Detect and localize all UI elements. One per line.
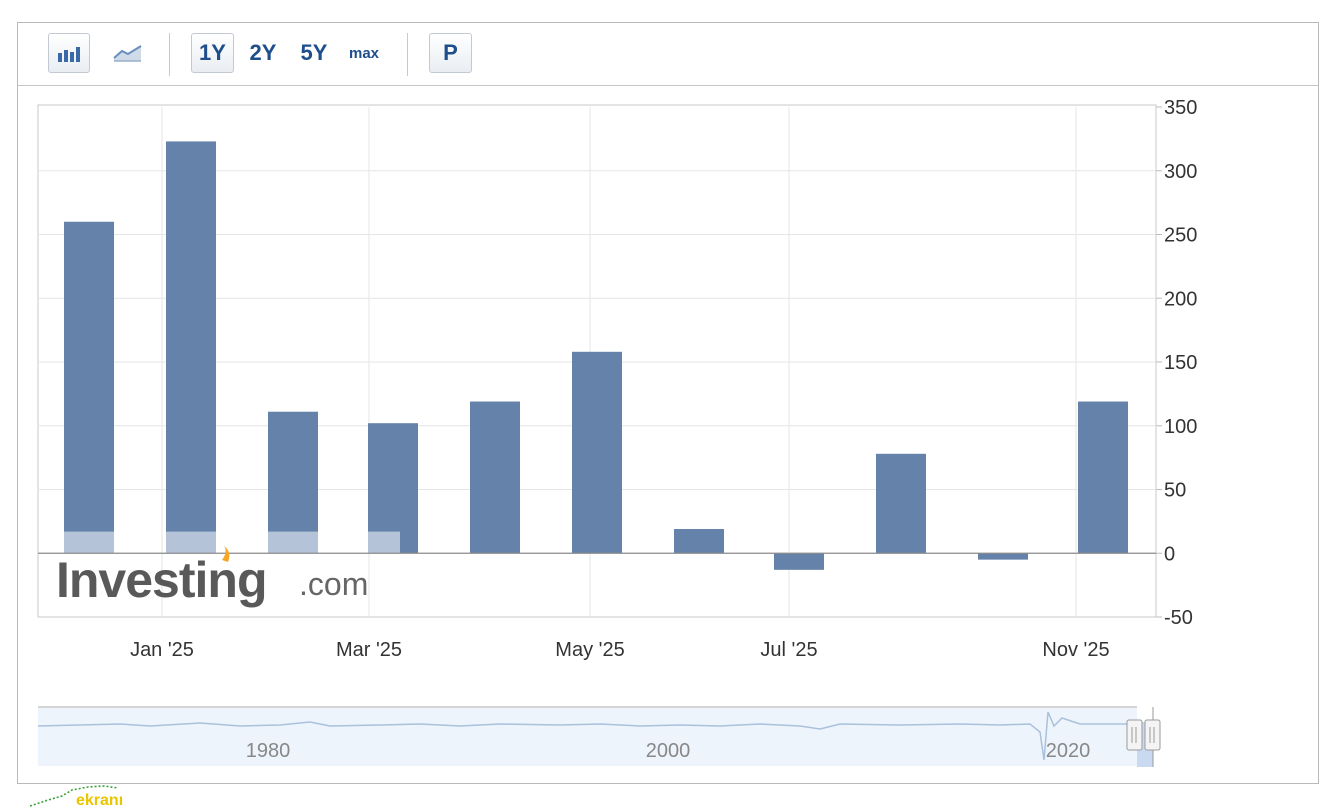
investing-watermark: Investing .com	[56, 546, 368, 608]
y-tick-label: 300	[1164, 161, 1197, 183]
bar[interactable]	[978, 553, 1028, 560]
toolbar-separator	[407, 33, 408, 76]
bar[interactable]	[572, 351, 622, 554]
bar-chart-button[interactable]	[48, 33, 90, 73]
y-tick-label: -50	[1164, 607, 1193, 629]
y-tick-label: 0	[1164, 543, 1175, 565]
bar[interactable]	[268, 411, 318, 554]
bar[interactable]	[64, 221, 114, 554]
forecast-bar[interactable]	[64, 531, 114, 554]
bar[interactable]	[470, 401, 520, 554]
footer-logo-text: ekranı	[76, 792, 123, 809]
footer-logo: ekranı	[29, 785, 123, 809]
footer-logo-icon	[29, 785, 119, 807]
x-axis-ticks: Jan '25 Mar '25 May '25 Jul '25 Nov '25	[130, 639, 1110, 661]
line-chart-button[interactable]	[106, 33, 150, 73]
p-button[interactable]: P	[429, 33, 472, 73]
navigator-right-handle[interactable]	[1144, 719, 1161, 751]
y-tick-label: 350	[1164, 97, 1197, 119]
watermark-flame-icon	[222, 546, 230, 562]
x-tick-label: Mar '25	[336, 639, 402, 661]
bar[interactable]	[774, 553, 824, 570]
navigator-left-handle[interactable]	[1126, 719, 1143, 751]
y-tick-label: 200	[1164, 288, 1197, 310]
y-tick-label: 100	[1164, 416, 1197, 438]
x-tick-label: Jan '25	[130, 639, 194, 661]
range-2y-button[interactable]: 2Y	[249, 40, 277, 65]
chart-toolbar: 1Y 2Y 5Y max P	[18, 23, 1318, 86]
range-5y-button[interactable]: 5Y	[300, 40, 328, 65]
bar[interactable]	[876, 453, 926, 554]
navigator-label-2000: 2000	[646, 740, 691, 762]
bar-chart-icon	[58, 47, 80, 62]
navigator-label-2020: 2020	[1046, 740, 1091, 762]
forecast-bar[interactable]	[368, 531, 400, 554]
forecast-bar[interactable]	[268, 531, 318, 554]
range-1y-button[interactable]: 1Y	[191, 33, 234, 73]
y-tick-label: 250	[1164, 225, 1197, 247]
bar[interactable]	[1078, 401, 1128, 554]
line-chart-icon	[113, 45, 142, 62]
navigator-label-1980: 1980	[246, 740, 291, 762]
watermark-suffix: .com	[299, 566, 368, 602]
bars	[64, 141, 1128, 570]
watermark-brand: Investing	[56, 552, 266, 608]
x-tick-label: Jul '25	[760, 639, 817, 661]
navigator-background	[38, 707, 1137, 766]
y-tick-label: 50	[1164, 480, 1186, 502]
x-tick-label: Nov '25	[1042, 639, 1109, 661]
navigator-series-line	[37, 711, 1137, 761]
y-axis-ticks: 350 300 250 200 150 100 50 0 -50	[1156, 97, 1197, 629]
bar[interactable]	[166, 141, 216, 554]
range-max-button[interactable]: max	[348, 44, 380, 62]
y-tick-label: 150	[1164, 352, 1197, 374]
forecast-bar[interactable]	[166, 531, 216, 554]
toolbar-separator	[169, 33, 170, 76]
bar[interactable]	[674, 529, 724, 554]
x-tick-label: May '25	[555, 639, 624, 661]
